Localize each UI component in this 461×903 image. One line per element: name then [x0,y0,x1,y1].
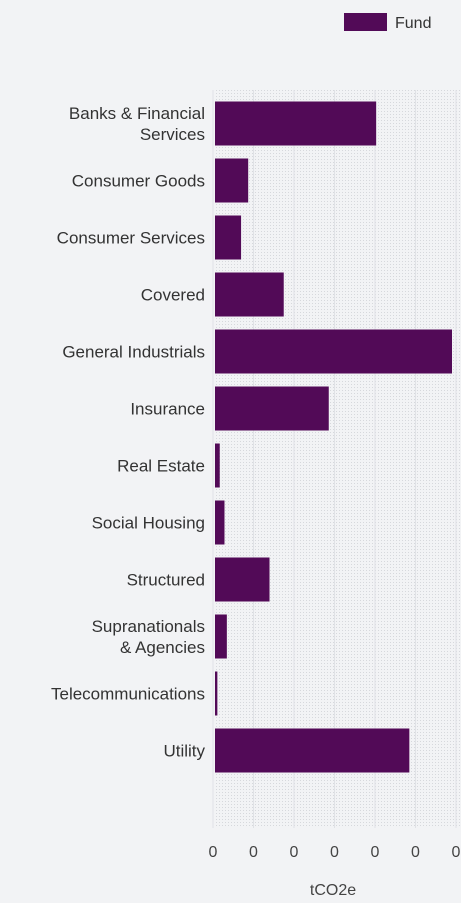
x-axis-title: tCO2e [310,882,356,899]
bar[interactable] [215,728,410,773]
category-label: Social Housing [92,514,205,533]
bar[interactable] [215,614,227,659]
bar[interactable] [215,557,270,602]
bar[interactable] [215,101,377,146]
category-label: Supranationals [92,617,205,636]
bar[interactable] [215,272,284,317]
x-tick-labels: 0 0 0 0 0 0 0 [209,844,461,861]
x-tick-label: 0 [411,844,420,861]
x-tick-label: 0 [452,844,461,861]
category-label: Consumer Services [57,229,205,248]
legend-label-fund: Fund [395,15,431,32]
bar[interactable] [215,329,452,374]
category-label: Covered [141,286,205,305]
plot-background [215,90,460,828]
bar[interactable] [215,158,249,203]
x-tick-label: 0 [371,844,380,861]
bar[interactable] [215,386,329,431]
bar[interactable] [215,671,218,716]
x-tick-label: 0 [249,844,258,861]
category-label: General Industrials [62,343,205,362]
category-label: Consumer Goods [72,172,205,191]
category-label: Real Estate [117,457,205,476]
bar[interactable] [215,215,242,260]
bars [215,101,452,773]
x-tick-label: 0 [290,844,299,861]
legend[interactable]: Fund [344,13,431,32]
category-label: Telecommunications [51,685,205,704]
legend-swatch-fund [344,13,387,31]
category-label: Utility [163,742,205,761]
x-tick-label: 0 [330,844,339,861]
category-label: Insurance [130,400,205,419]
category-labels: Banks & Financial Services Consumer Goods C… [51,104,206,761]
gridlines [212,90,457,828]
bar[interactable] [215,443,220,488]
category-label: & Agencies [120,638,205,657]
category-label: Structured [127,571,205,590]
x-tick-label: 0 [209,844,218,861]
plot-area [215,90,460,828]
bar[interactable] [215,500,225,545]
category-label: Services [140,125,205,144]
category-label: Banks & Financial [69,104,205,123]
